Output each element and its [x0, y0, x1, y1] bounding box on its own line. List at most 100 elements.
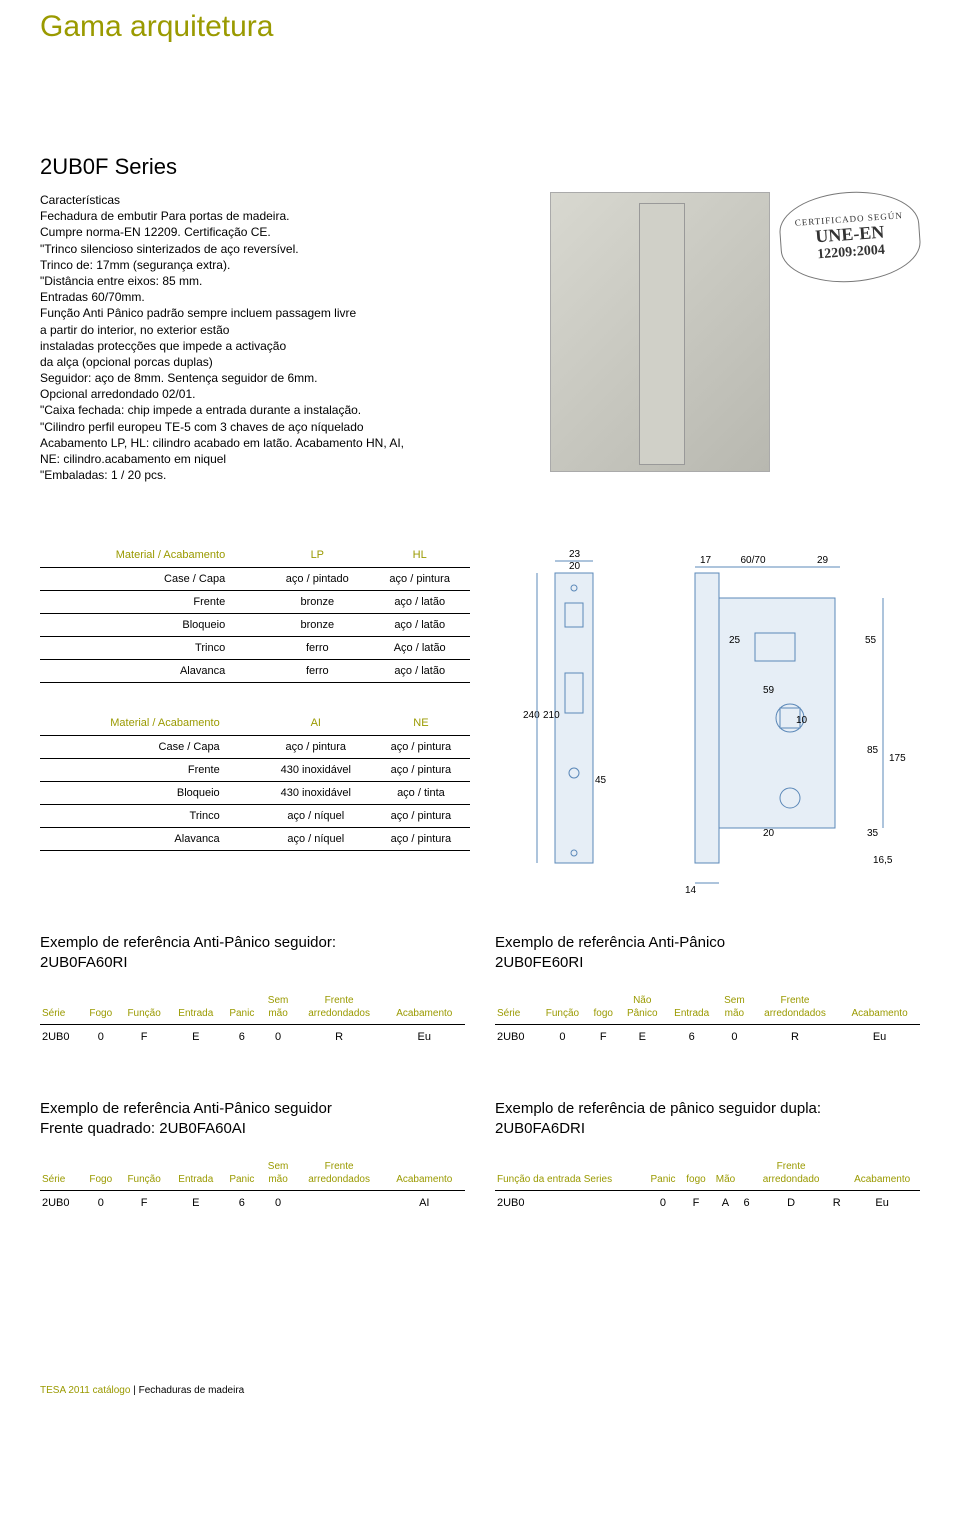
dim-165: 16,5: [873, 855, 893, 866]
ref-header: Panic: [222, 1156, 261, 1191]
mat-cell: Bloqueio: [40, 782, 260, 805]
ref-cell: 0: [645, 1191, 681, 1216]
ref-cell: [295, 1191, 384, 1216]
ref-cell: D: [753, 1191, 829, 1216]
mat-cell: bronze: [265, 614, 369, 637]
example-1: Exemplo de referência Anti-Pânico seguid…: [40, 933, 465, 1049]
ref-header: Série: [40, 990, 83, 1025]
mat-cell: aço / latão: [369, 660, 470, 683]
ex3-title: Exemplo de referência Anti-Pânico seguid…: [40, 1100, 332, 1117]
image-column: CERTIFICADO SEGÚN UNE-EN 12209:2004: [490, 192, 920, 483]
mat-cell: aço / pintado: [265, 568, 369, 591]
desc-line: "Trinco silencioso sinterizados de aço r…: [40, 241, 470, 257]
ref-cell: Eu: [844, 1191, 920, 1216]
description-column: Características Fechadura de embutir Par…: [40, 192, 470, 483]
dim-25: 25: [729, 635, 741, 646]
dim-175: 175: [889, 753, 906, 764]
ref-header: Semmão: [261, 1156, 294, 1191]
mat-cell: bronze: [265, 591, 369, 614]
table-row: Bloqueio430 inoxidávelaço / tinta: [40, 782, 470, 805]
ref-cell: 2UB0: [40, 1191, 83, 1216]
ref-header: Acabamento: [844, 1156, 920, 1191]
mat-cell: 430 inoxidável: [260, 759, 372, 782]
ref-header: Panic: [222, 990, 261, 1025]
ref-cell: R: [751, 1025, 839, 1050]
mat-cell: aço / pintura: [372, 828, 470, 851]
table-row: TrincoferroAço / latão: [40, 637, 470, 660]
mat-cell: Frente: [40, 759, 260, 782]
cert-line-3: 12209:2004: [817, 242, 886, 263]
ref-cell: E: [619, 1025, 665, 1050]
ex2-code: 2UB0FE60RI: [495, 954, 583, 971]
technical-diagram: 23 20 17 60/70 29 240 210 25 55 59 10 85…: [490, 543, 920, 903]
ref-cell: 6: [665, 1025, 717, 1050]
dim-85: 85: [867, 745, 879, 756]
example-1-table: SérieFogoFunçãoEntradaPanicSemmãoFrentea…: [40, 990, 465, 1049]
material-table-1: Material / AcabamentoLPHLCase / Capaaço …: [40, 543, 470, 683]
table-row: Trincoaço / níquelaço / pintura: [40, 805, 470, 828]
desc-line: Opcional arredondado 02/01.: [40, 386, 470, 402]
ref-header: Acabamento: [384, 1156, 465, 1191]
desc-line: a partir do interior, no exterior estão: [40, 322, 470, 338]
mat-cell: aço / tinta: [372, 782, 470, 805]
ref-header: NãoPânico: [619, 990, 665, 1025]
example-4-table: Função da entrada SeriesPanicfogoMãoFren…: [495, 1156, 920, 1215]
ex1-code: 2UB0FA60RI: [40, 954, 128, 971]
footer-brand: TESA 2011 catálogo: [40, 1385, 130, 1396]
top-section: Características Fechadura de embutir Par…: [40, 192, 920, 483]
table-row: 2UB00FE60AI: [40, 1191, 465, 1216]
mat-header: NE: [372, 711, 470, 736]
mat-cell: Aço / latão: [369, 637, 470, 660]
mat-cell: Trinco: [40, 805, 260, 828]
example-4: Exemplo de referência de pânico seguidor…: [495, 1099, 920, 1215]
ref-cell: 0: [718, 1025, 751, 1050]
desc-line: Função Anti Pânico padrão sempre incluem…: [40, 305, 470, 321]
ref-header: Semmão: [261, 990, 294, 1025]
mat-header: HL: [369, 543, 470, 568]
ref-header: Entrada: [665, 990, 717, 1025]
desc-line: Cumpre norma-EN 12209. Certificação CE.: [40, 224, 470, 240]
ref-cell: F: [588, 1025, 620, 1050]
ref-header: Função: [537, 990, 587, 1025]
mat-cell: ferro: [265, 637, 369, 660]
ref-cell: AI: [384, 1191, 465, 1216]
description-body: Fechadura de embutir Para portas de made…: [40, 208, 470, 483]
examples-row-1: Exemplo de referência Anti-Pânico seguid…: [40, 933, 920, 1049]
footer-rest: | Fechaduras de madeira: [130, 1385, 244, 1396]
mat-cell: Case / Capa: [40, 568, 265, 591]
mat-cell: aço / latão: [369, 614, 470, 637]
desc-line: instaladas protecções que impede a activ…: [40, 338, 470, 354]
table-row: 2UB00FE60REu: [40, 1025, 465, 1050]
ref-cell: F: [681, 1191, 711, 1216]
ex4-title: Exemplo de referência de pânico seguidor…: [495, 1100, 821, 1117]
footer: TESA 2011 catálogo | Fechaduras de madei…: [40, 1385, 920, 1396]
desc-heading: Características: [40, 192, 470, 208]
dim-23: 23: [569, 549, 581, 560]
mat-cell: Bloqueio: [40, 614, 265, 637]
table-row: 2UB00FA6DREu: [495, 1191, 920, 1216]
ref-header: [829, 1156, 844, 1191]
mat-cell: aço / níquel: [260, 828, 372, 851]
mat-cell: 430 inoxidável: [260, 782, 372, 805]
ex2-title: Exemplo de referência Anti-Pânico: [495, 934, 725, 951]
mat-header: Material / Acabamento: [40, 543, 265, 568]
desc-line: "Caixa fechada: chip impede a entrada du…: [40, 402, 470, 418]
ref-cell: 2UB0: [40, 1025, 83, 1050]
mat-cell: aço / pintura: [372, 805, 470, 828]
ref-cell: A: [711, 1191, 740, 1216]
table-row: Bloqueiobronzeaço / latão: [40, 614, 470, 637]
ref-header: fogo: [588, 990, 620, 1025]
ref-header: Semmão: [718, 990, 751, 1025]
ref-cell: 0: [261, 1025, 294, 1050]
ref-header: Panic: [645, 1156, 681, 1191]
example-3-table: SérieFogoFunçãoEntradaPanicSemmãoFrentea…: [40, 1156, 465, 1215]
ref-header: fogo: [681, 1156, 711, 1191]
dim-59: 59: [763, 685, 775, 696]
ref-cell: F: [119, 1191, 170, 1216]
ref-cell: F: [119, 1025, 170, 1050]
dim-6070: 60/70: [740, 555, 765, 566]
ref-header: Frentearredondados: [751, 990, 839, 1025]
mat-cell: Trinco: [40, 637, 265, 660]
table-row: Alavancaferroaço / latão: [40, 660, 470, 683]
dim-10: 10: [796, 715, 808, 726]
